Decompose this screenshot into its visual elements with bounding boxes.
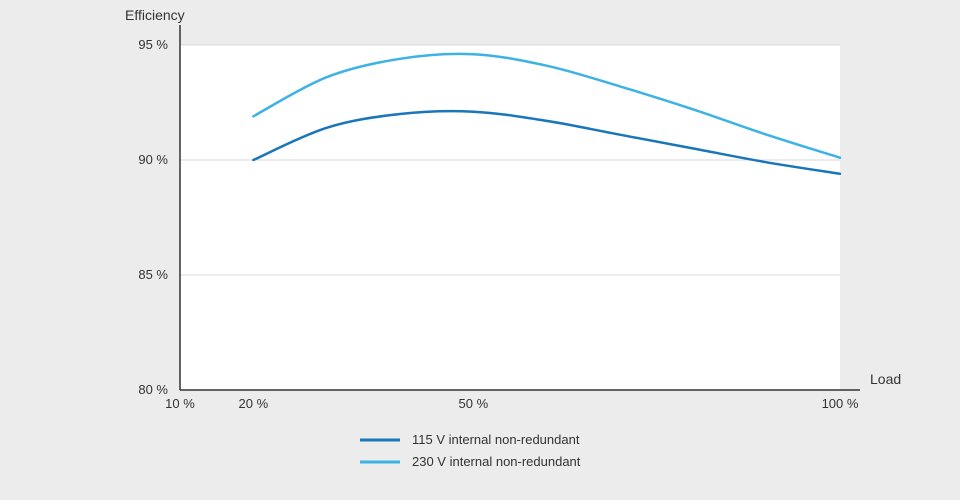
- y-tick-label: 95 %: [138, 37, 168, 52]
- legend-label: 230 V internal non-redundant: [412, 454, 581, 469]
- x-tick-label: 100 %: [822, 396, 859, 411]
- chart-container: 80 % 85 % 90 % 95 % 10 % 20 % 50 % 100 % Efficie…: [0, 0, 960, 500]
- x-tick-label: 20 %: [239, 396, 269, 411]
- legend-label: 115 V internal non-redundant: [412, 432, 580, 447]
- x-axis-title: Load: [870, 371, 901, 387]
- x-tick-label: 10 %: [165, 396, 195, 411]
- y-tick-label: 85 %: [138, 267, 168, 282]
- plot-area: [180, 45, 840, 390]
- y-tick-label: 80 %: [138, 382, 168, 397]
- x-tick-label: 50 %: [459, 396, 489, 411]
- efficiency-chart: 80 % 85 % 90 % 95 % 10 % 20 % 50 % 100 % Efficie…: [0, 0, 960, 500]
- y-axis-title: Efficiency: [125, 7, 185, 23]
- y-tick-label: 90 %: [138, 152, 168, 167]
